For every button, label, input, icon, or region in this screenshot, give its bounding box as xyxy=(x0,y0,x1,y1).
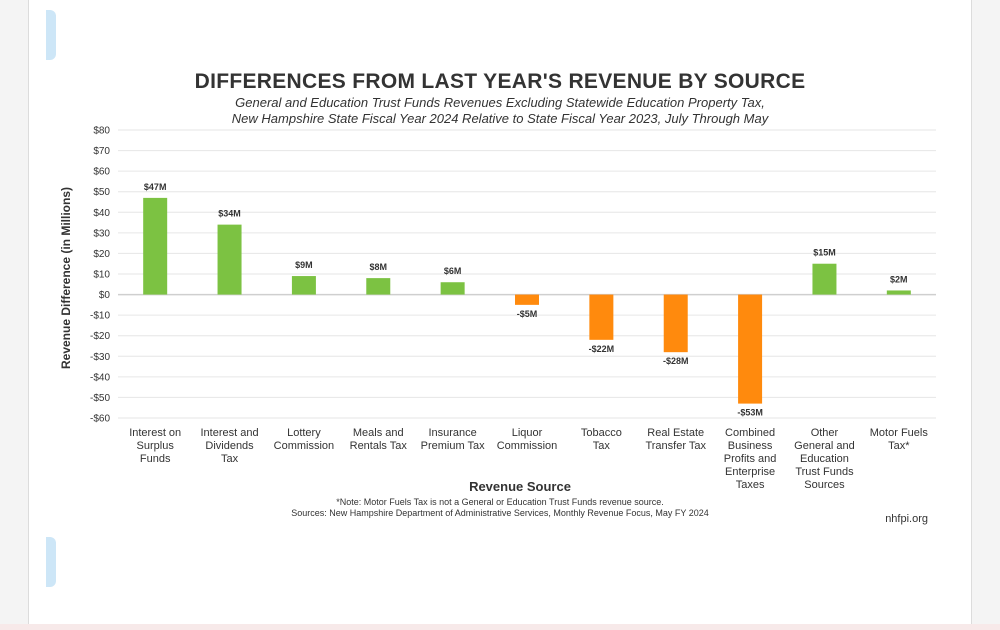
y-tick-label: $50 xyxy=(93,187,110,198)
x-tick-label: Lottery Commission xyxy=(274,427,335,452)
y-tick-label: -$60 xyxy=(90,414,110,425)
x-tick-label: Insurance Premium Tax xyxy=(421,427,485,452)
x-tick-label-line: Tobacco xyxy=(581,427,622,439)
x-tick-label-line: Enterprise xyxy=(725,466,775,478)
brand-link[interactable]: nhfpi.org xyxy=(885,513,928,525)
chart-subtitle-line-1: General and Education Trust Funds Revenu… xyxy=(235,95,765,110)
data-label: -$22M xyxy=(589,344,615,354)
data-label: $9M xyxy=(295,260,313,270)
x-tick-label-line: Dividends xyxy=(205,440,254,452)
x-tick-label-line: Education xyxy=(800,453,849,465)
y-tick-label: $40 xyxy=(93,208,110,219)
x-tick-label-line: Profits and xyxy=(724,453,777,465)
data-label: $2M xyxy=(890,274,908,284)
x-tick-label-line: Sources xyxy=(804,479,845,491)
x-tick-label-line: Interest and xyxy=(200,427,258,439)
bar xyxy=(663,294,688,353)
x-tick-label-line: Transfer Tax xyxy=(645,440,706,452)
bar xyxy=(217,224,242,295)
y-tick-label: $10 xyxy=(93,270,110,281)
data-label: $6M xyxy=(444,266,462,276)
x-tick-label-line: Combined xyxy=(725,427,775,439)
side-tab-bottom[interactable] xyxy=(46,537,56,587)
x-tick-label-line: Commission xyxy=(274,440,335,452)
bar xyxy=(812,263,837,295)
x-tick-label-line: Meals and xyxy=(353,427,404,439)
y-tick-label: -$40 xyxy=(90,372,110,383)
x-tick-label: Motor Fuels Tax* xyxy=(870,427,929,452)
x-tick-label-line: Interest on xyxy=(129,427,181,439)
data-label: -$53M xyxy=(737,408,763,418)
y-tick-label: -$50 xyxy=(90,393,110,404)
x-tick-label-line: Motor Fuels xyxy=(870,427,929,439)
x-tick-label: Meals and Rentals Tax xyxy=(350,427,408,452)
page-card xyxy=(28,0,972,624)
x-tick-label: Interest and Dividends Tax xyxy=(200,427,258,465)
x-tick-label: Combined Business Profits and Enterprise Tax… xyxy=(724,427,777,491)
x-tick-label-line: Business xyxy=(728,440,773,452)
data-label: -$28M xyxy=(663,356,689,366)
y-tick-label: -$10 xyxy=(90,311,110,322)
footnote-sources: Sources: New Hampshire Department of Adm… xyxy=(291,508,709,518)
chart-subtitle-line-2: New Hampshire State Fiscal Year 2024 Rel… xyxy=(231,111,769,126)
y-tick-label: -$30 xyxy=(90,352,110,363)
data-label: $47M xyxy=(144,182,167,192)
x-axis-title: Revenue Source xyxy=(469,479,571,494)
bar xyxy=(515,294,539,305)
side-tab-top[interactable] xyxy=(46,10,56,60)
y-tick-label: $0 xyxy=(99,290,111,301)
footnote-note: *Note: Motor Fuels Tax is not a General … xyxy=(336,497,664,507)
x-tick-label-line: Tax xyxy=(593,440,611,452)
x-tick-label-line: Lottery xyxy=(287,427,321,439)
chart-title: DIFFERENCES FROM LAST YEAR'S REVENUE BY … xyxy=(194,70,806,93)
bar xyxy=(143,197,168,295)
data-label: $15M xyxy=(813,248,836,258)
x-tick-label-line: Funds xyxy=(140,453,171,465)
bar xyxy=(366,278,391,295)
x-tick-label-line: Real Estate xyxy=(647,427,704,439)
x-tick-label-line: Insurance xyxy=(428,427,476,439)
y-tick-label: $70 xyxy=(93,146,110,157)
x-tick-label-line: Trust Funds xyxy=(795,466,854,478)
y-tick-label: $20 xyxy=(93,249,110,260)
x-tick-label-line: Taxes xyxy=(736,479,765,491)
bar xyxy=(440,282,465,295)
x-tick-label-line: Tax xyxy=(221,453,239,465)
x-tick-label: Other General and Education Trust Funds Sour… xyxy=(794,427,855,491)
x-tick-label-line: Tax* xyxy=(888,440,910,452)
x-tick-label-line: Commission xyxy=(497,440,558,452)
x-tick-label: Interest on Surplus Funds xyxy=(129,427,181,465)
x-tick-label-line: Rentals Tax xyxy=(350,440,408,452)
x-tick-label-line: Liquor xyxy=(512,427,543,439)
bar xyxy=(291,276,316,295)
bar xyxy=(886,290,911,295)
x-tick-label-line: Other xyxy=(811,427,839,439)
y-tick-label: -$20 xyxy=(90,331,110,342)
y-tick-label: $60 xyxy=(93,167,110,178)
data-label: -$5M xyxy=(517,309,538,319)
bar xyxy=(589,294,614,340)
data-label: $34M xyxy=(218,209,241,219)
x-tick-label-line: Premium Tax xyxy=(421,440,485,452)
x-tick-label-line: Surplus xyxy=(137,440,175,452)
x-tick-label: Liquor Commission xyxy=(497,427,558,452)
x-tick-label: Tobacco Tax xyxy=(581,427,622,452)
bar xyxy=(738,294,763,404)
y-tick-label: $30 xyxy=(93,228,110,239)
data-label: $8M xyxy=(370,262,388,272)
x-tick-label-line: General and xyxy=(794,440,855,452)
bottom-strip xyxy=(0,624,1000,630)
y-tick-label: $80 xyxy=(93,126,110,137)
x-tick-label: Real Estate Transfer Tax xyxy=(645,427,706,452)
